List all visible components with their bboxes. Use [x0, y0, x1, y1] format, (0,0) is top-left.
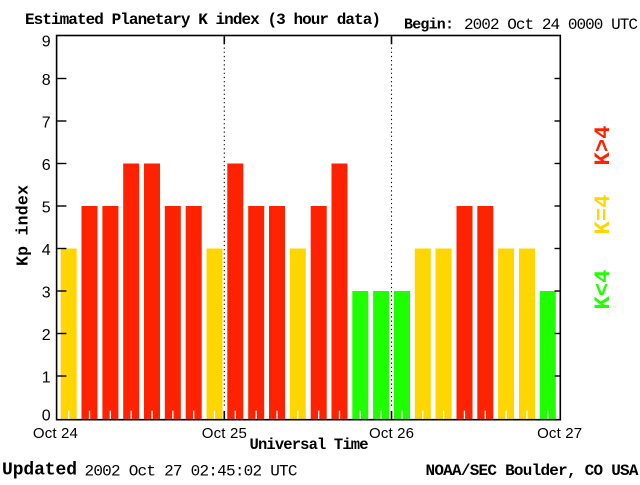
- svg-text:K>4: K>4: [591, 126, 616, 166]
- svg-text:NOAA/SEC Boulder, CO USA: NOAA/SEC Boulder, CO USA: [426, 462, 639, 480]
- svg-text:K<4: K<4: [591, 270, 616, 310]
- svg-text:Oct 27: Oct 27: [537, 425, 582, 442]
- svg-text:0: 0: [42, 407, 51, 424]
- svg-text:8: 8: [42, 72, 51, 89]
- svg-text:Updated: Updated: [2, 461, 77, 481]
- svg-text:9: 9: [42, 33, 51, 50]
- svg-text:4: 4: [42, 242, 51, 259]
- svg-text:Begin:: Begin:: [404, 17, 454, 34]
- svg-text:Estimated Planetary K index (3: Estimated Planetary K index (3 hour data…: [25, 11, 381, 29]
- svg-text:2: 2: [42, 327, 51, 344]
- svg-text:Oct 26: Oct 26: [369, 425, 414, 442]
- svg-text:6: 6: [42, 157, 51, 174]
- svg-text:Oct 25: Oct 25: [202, 425, 247, 442]
- svg-text:2002 Oct 27 02:45:02 UTC: 2002 Oct 27 02:45:02 UTC: [85, 463, 298, 481]
- svg-text:2002 Oct 24 0000 UTC: 2002 Oct 24 0000 UTC: [464, 16, 638, 34]
- svg-text:7: 7: [42, 114, 51, 131]
- svg-text:5: 5: [42, 199, 51, 216]
- svg-text:Universal Time: Universal Time: [250, 436, 369, 454]
- svg-text:Oct 24: Oct 24: [33, 425, 78, 442]
- svg-text:3: 3: [42, 284, 51, 301]
- svg-text:K=4: K=4: [591, 195, 616, 235]
- svg-text:1: 1: [42, 369, 51, 386]
- svg-text:Kp index: Kp index: [14, 185, 33, 266]
